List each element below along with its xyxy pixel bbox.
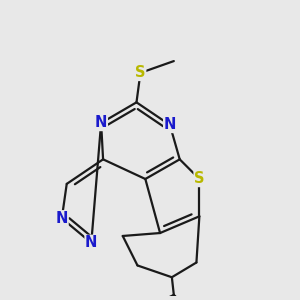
Text: S: S — [194, 172, 205, 187]
Text: N: N — [164, 117, 176, 132]
Text: S: S — [135, 65, 146, 80]
Text: N: N — [56, 211, 68, 226]
Text: N: N — [95, 116, 107, 130]
Text: N: N — [85, 236, 98, 250]
